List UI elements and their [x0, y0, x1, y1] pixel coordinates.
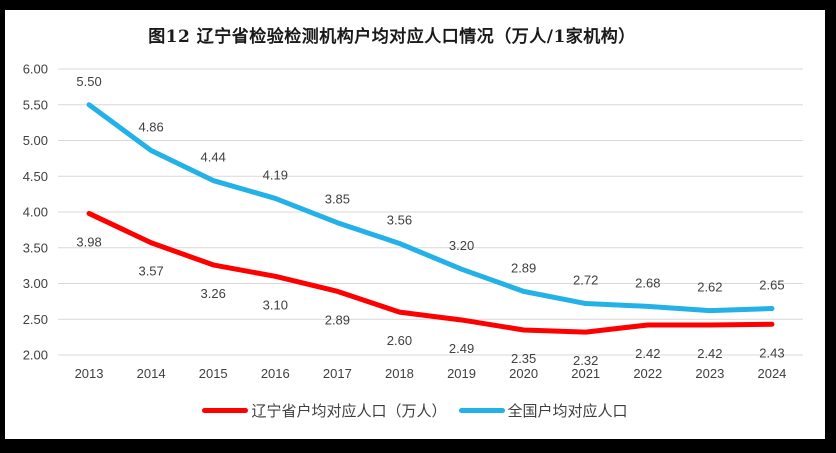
legend-label-national: 全国户均对应人口 — [507, 403, 628, 420]
data-label: 3.98 — [76, 234, 101, 249]
y-axis-tick-label: 2.50 — [23, 312, 48, 327]
legend-label-liaoning: 辽宁省户均对应人口（万人） — [251, 403, 447, 420]
data-label: 5.50 — [76, 74, 101, 89]
data-label: 2.68 — [635, 275, 660, 290]
data-label: 2.89 — [511, 260, 536, 275]
x-axis-tick-label: 2023 — [695, 366, 724, 381]
data-label: 3.10 — [263, 297, 288, 312]
data-label: 2.72 — [573, 273, 598, 288]
x-axis-tick-label: 2024 — [757, 366, 786, 381]
x-axis-tick-label: 2013 — [75, 366, 104, 381]
data-label: 2.62 — [697, 280, 722, 295]
y-axis-tick-label: 4.50 — [23, 169, 48, 184]
data-label: 3.20 — [449, 238, 474, 253]
legend-line-swatch-red — [202, 408, 249, 413]
chart-panel: 图12 辽宁省检验检测机构户均对应人口情况（万人/1家机构） 6.00 5.50 5… — [5, 10, 825, 439]
data-label: 4.86 — [138, 120, 163, 135]
data-label: 3.85 — [325, 192, 350, 207]
y-axis-tick-label: 3.00 — [23, 276, 48, 291]
legend-item-liaoning: 辽宁省户均对应人口（万人） — [202, 400, 447, 421]
data-label: 2.65 — [759, 278, 784, 293]
x-axis-tick-label: 2018 — [385, 366, 414, 381]
data-label: 4.44 — [201, 150, 226, 165]
data-label: 3.57 — [138, 264, 163, 279]
x-axis-tick-label: 2019 — [447, 366, 476, 381]
data-label: 2.49 — [449, 341, 474, 356]
legend-line-swatch-blue — [458, 408, 505, 413]
y-axis-tick-label: 2.00 — [23, 348, 48, 363]
data-label: 2.42 — [635, 346, 660, 361]
series-line-liaoning — [86, 210, 775, 335]
series-line-national — [86, 102, 775, 314]
data-label: 2.32 — [573, 353, 598, 368]
data-label: 3.26 — [201, 286, 226, 301]
y-axis-tick-label: 3.50 — [23, 240, 48, 255]
y-axis-tick-label: 5.50 — [23, 97, 48, 112]
y-axis-tick-label: 4.00 — [23, 205, 48, 220]
x-axis-tick-label: 2020 — [509, 366, 538, 381]
x-axis-tick-label: 2022 — [633, 366, 662, 381]
data-label: 2.43 — [759, 345, 784, 360]
y-axis-tick-label: 5.00 — [23, 133, 48, 148]
data-label: 4.19 — [263, 167, 288, 182]
x-axis-tick-label: 2014 — [137, 366, 166, 381]
x-axis-tick-label: 2016 — [261, 366, 290, 381]
chart-title: 图12 辽宁省检验检测机构户均对应人口情况（万人/1家机构） — [148, 27, 636, 47]
data-label: 2.60 — [387, 333, 412, 348]
x-axis-tick-label: 2017 — [323, 366, 352, 381]
x-axis-tick-label: 2015 — [199, 366, 228, 381]
data-label: 3.56 — [387, 212, 412, 227]
chart-plot: 6.00 5.50 5.00 4.50 4.00 3.50 3.00 2.50 2.00 2013… — [23, 62, 803, 381]
legend: 辽宁省户均对应人口（万人） 全国户均对应人口 — [5, 400, 825, 421]
data-label: 2.89 — [325, 312, 350, 327]
data-label: 2.42 — [697, 346, 722, 361]
x-axis-tick-label: 2021 — [571, 366, 600, 381]
data-label: 2.35 — [511, 351, 536, 366]
y-axis-tick-label: 6.00 — [23, 62, 48, 77]
legend-item-national: 全国户均对应人口 — [458, 400, 628, 421]
